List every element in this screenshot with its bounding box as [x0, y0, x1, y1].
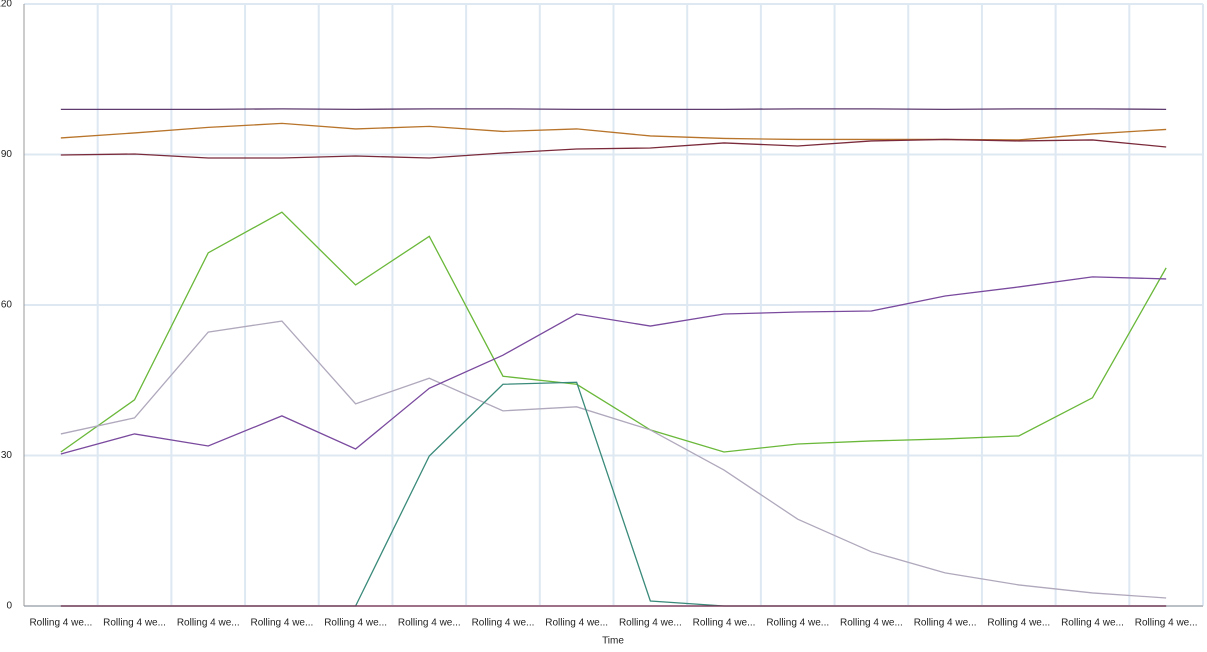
x-tick-label: Rolling 4 we... [766, 618, 829, 629]
series-line [60, 320, 1167, 599]
y-tick-label: 120 [0, 0, 12, 10]
series-line [60, 211, 1167, 453]
x-tick-label: Rolling 4 we... [545, 618, 608, 629]
x-tick-label: Rolling 4 we... [103, 618, 166, 629]
x-tick-label: Rolling 4 we... [693, 618, 756, 629]
x-tick-label: Rolling 4 we... [840, 618, 903, 629]
x-tick-label: Rolling 4 we... [398, 618, 461, 629]
x-tick-label: Rolling 4 we... [1061, 618, 1124, 629]
series-line [60, 138, 1167, 159]
y-tick-label: 0 [6, 601, 12, 612]
x-axis-title: Time [602, 636, 624, 647]
x-tick-label: Rolling 4 we... [29, 618, 92, 629]
x-tick-label: Rolling 4 we... [472, 618, 535, 629]
y-tick-label: 60 [1, 300, 13, 311]
x-tick-label: Rolling 4 we... [619, 618, 682, 629]
y-tick-label: 90 [1, 149, 13, 160]
x-tick-label: Rolling 4 we... [177, 618, 240, 629]
series-line [60, 108, 1167, 111]
x-tick-label: Rolling 4 we... [987, 618, 1050, 629]
x-tick-label: Rolling 4 we... [324, 618, 387, 629]
y-tick-label: 30 [1, 450, 13, 461]
x-tick-label: Rolling 4 we... [1135, 618, 1198, 629]
series-line [60, 276, 1167, 455]
x-tick-label: Rolling 4 we... [251, 618, 314, 629]
x-tick-label: Rolling 4 we... [914, 618, 977, 629]
